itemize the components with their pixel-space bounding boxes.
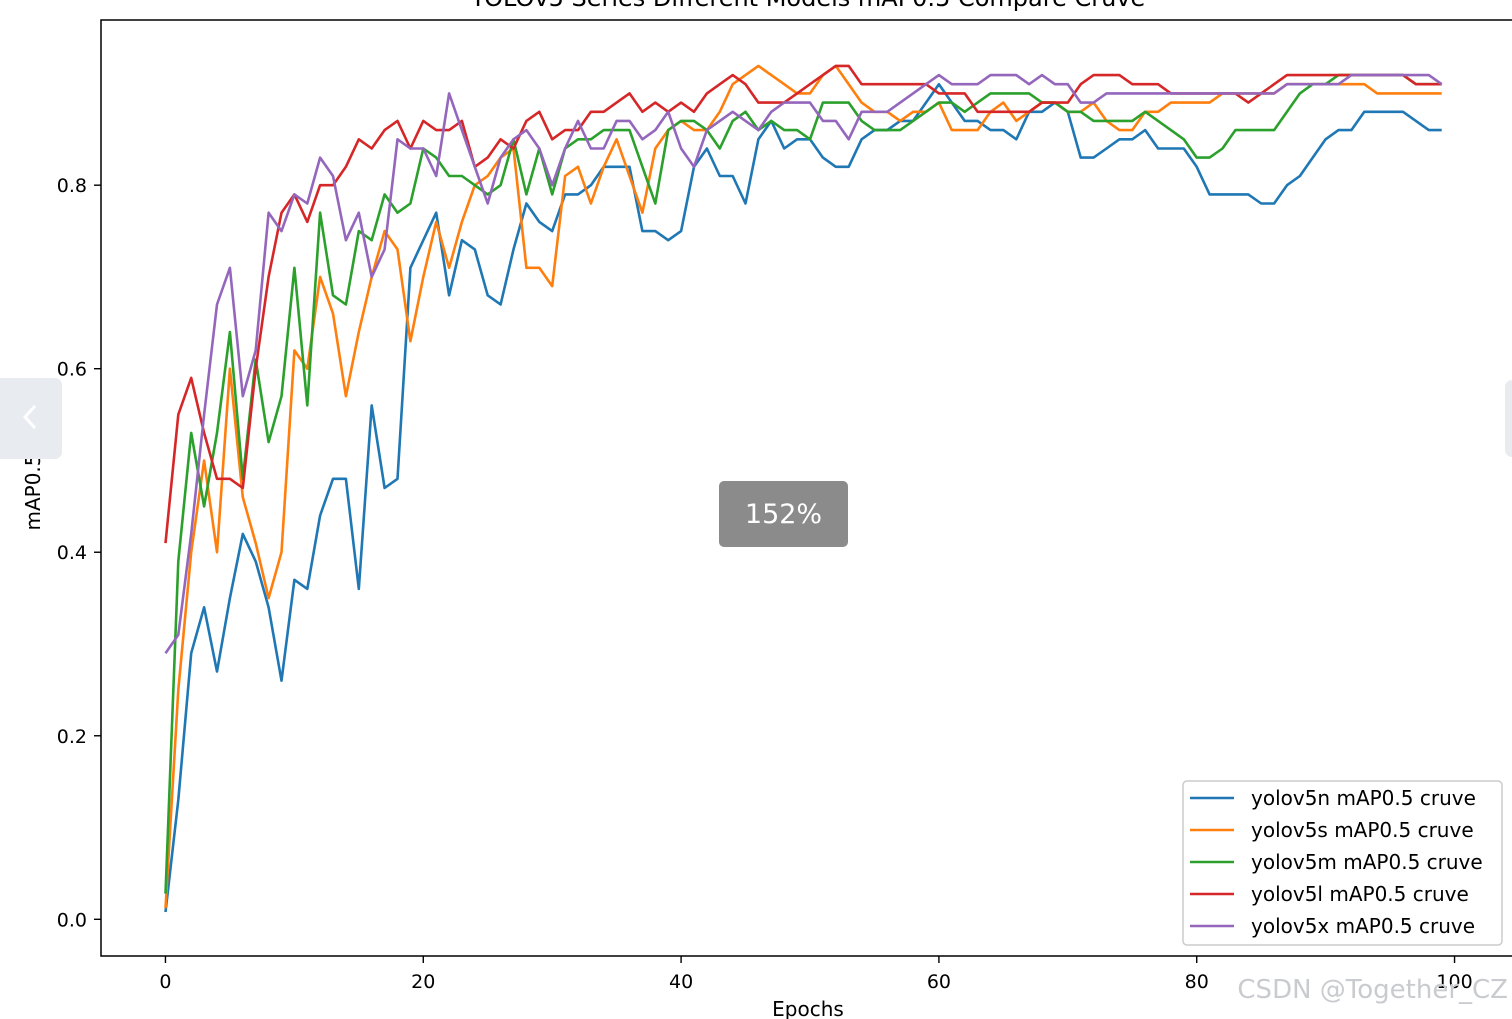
legend-box <box>1182 780 1503 946</box>
series-line-4 <box>164 73 1443 654</box>
x-tick-label: 60 <box>927 971 951 993</box>
x-tick-label: 20 <box>411 971 435 993</box>
y-tick-label: 0.6 <box>57 359 87 381</box>
plot-frame <box>100 19 1512 957</box>
legend: yolov5n mAP0.5 cruve yolov5s mAP0.5 cruve… <box>1182 780 1503 946</box>
y-tick-label: 0.8 <box>57 175 87 197</box>
legend-label: yolov5m mAP0.5 cruve <box>1251 850 1483 874</box>
legend-label: yolov5s mAP0.5 cruve <box>1251 818 1474 842</box>
series-line-2 <box>164 73 1442 894</box>
series-lines <box>164 64 1443 913</box>
x-axis-label: Epochs <box>772 997 844 1019</box>
x-tick-label: 100 <box>1436 971 1472 993</box>
x-tick-label: 40 <box>669 971 693 993</box>
y-tick-label: 0.4 <box>57 542 87 564</box>
y-tick-label: 0.0 <box>57 909 87 931</box>
next-image-button[interactable] <box>1505 380 1512 457</box>
y-axis-label: mAP0.5 <box>21 453 45 530</box>
series-line-0 <box>164 82 1442 913</box>
legend-label: yolov5x mAP0.5 cruve <box>1251 914 1475 938</box>
y-tick-label: 0.2 <box>57 726 87 748</box>
chart-title: YOLOv5 Series Different Models mAP0.5 Co… <box>470 0 1146 12</box>
legend-label: yolov5l mAP0.5 cruve <box>1251 882 1469 906</box>
legend-label: yolov5n mAP0.5 cruve <box>1251 786 1476 810</box>
x-axis: 0 20 40 60 80 100 <box>159 956 1473 993</box>
zoom-level-badge: 152% <box>719 481 848 547</box>
previous-image-button[interactable] <box>0 378 62 459</box>
series-line-3 <box>164 64 1442 544</box>
x-tick-label: 0 <box>159 971 171 993</box>
x-tick-label: 80 <box>1185 971 1209 993</box>
y-axis: 0.0 0.2 0.4 0.6 0.8 <box>57 175 101 931</box>
chevron-left-icon <box>20 402 42 436</box>
